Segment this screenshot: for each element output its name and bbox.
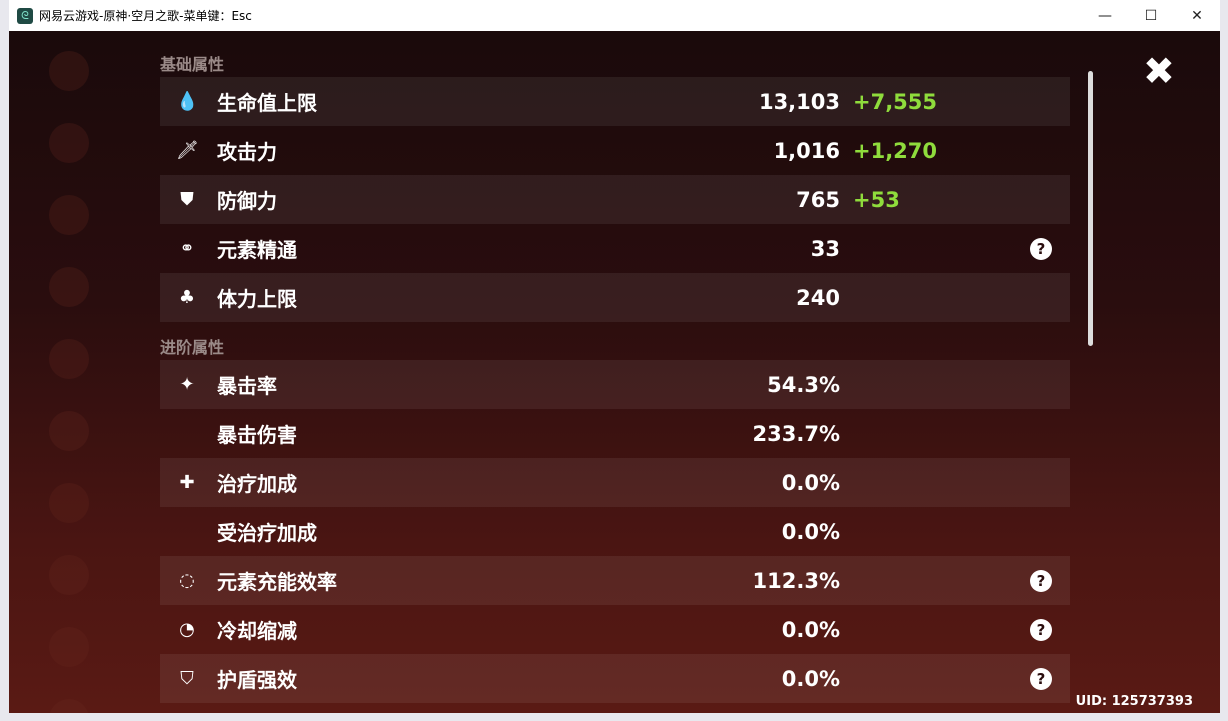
stat-value: 1,016: [773, 138, 840, 163]
stat-row[interactable]: 🗡 攻击力 1,016 +1,270: [160, 126, 1070, 175]
stamina-icon: ♣: [178, 287, 196, 308]
healing-cross-icon: ✚: [179, 472, 195, 493]
stat-value: 33: [810, 236, 840, 261]
maximize-button[interactable]: ☐: [1144, 7, 1158, 24]
sword-icon: 🗡: [176, 140, 199, 161]
stat-row[interactable]: ⛊ 防御力 765 +53: [160, 175, 1070, 224]
stat-row[interactable]: 💧 生命值上限 13,103 +7,555: [160, 77, 1070, 126]
help-icon[interactable]: ?: [1030, 618, 1052, 641]
stat-label: 暴击伤害: [217, 423, 297, 447]
stat-value: 112.3%: [752, 568, 840, 593]
uid-label: UID: 125737393: [1075, 694, 1193, 709]
basic-stats-list: 💧 生命值上限 13,103 +7,555 🗡 攻击力 1,016 +1,270 ⛊ 防御力 765…: [160, 77, 1070, 322]
stat-value: 233.7%: [752, 421, 840, 446]
stat-bonus: +7,555: [853, 89, 938, 114]
stat-label: 元素充能效率: [217, 570, 337, 594]
stat-label: 防御力: [217, 189, 277, 213]
stat-value: 0.0%: [781, 470, 840, 495]
stat-bonus: +1,270: [853, 138, 938, 163]
stat-label: 治疗加成: [217, 472, 297, 496]
window-close-button[interactable]: ✕: [1191, 7, 1203, 24]
shield-strength-icon: ⛉: [180, 668, 194, 689]
stat-label: 冷却缩减: [217, 619, 297, 643]
hp-drop-icon: 💧: [176, 91, 199, 112]
stat-row[interactable]: ◌ 元素充能效率 112.3%?: [160, 556, 1070, 605]
minimize-button[interactable]: —: [1098, 7, 1112, 24]
stat-value: 0.0%: [781, 666, 840, 691]
stat-row[interactable]: ✚ 治疗加成 0.0%: [160, 458, 1070, 507]
stat-row[interactable]: 受治疗加成 0.0%: [160, 507, 1070, 556]
advanced-stats-list: ✦ 暴击率 54.3% 暴击伤害 233.7% ✚ 治疗加成 0.0% 受治疗加成 0.0% ◌ 元素…: [160, 360, 1070, 703]
stat-label: 攻击力: [217, 140, 277, 164]
section-title-basic: 基础属性: [160, 55, 225, 74]
energy-recharge-icon: ◌: [179, 570, 195, 591]
stat-row[interactable]: ✦ 暴击率 54.3%: [160, 360, 1070, 409]
stat-row[interactable]: ◔ 冷却缩减 0.0%?: [160, 605, 1070, 654]
stat-value: 54.3%: [767, 372, 840, 397]
app-logo-icon: ᘓ: [17, 7, 33, 24]
stat-value: 0.0%: [781, 519, 840, 544]
elemental-mastery-icon: ⚭: [179, 238, 195, 259]
stat-row[interactable]: ⛉ 护盾强效 0.0%?: [160, 654, 1070, 703]
close-button[interactable]: ✖: [1143, 49, 1175, 93]
section-title-advanced: 进阶属性: [160, 338, 225, 357]
stat-label: 受治疗加成: [217, 521, 317, 545]
cooldown-icon: ◔: [179, 619, 195, 640]
stat-value: 0.0%: [781, 617, 840, 642]
stat-label: 元素精通: [217, 238, 297, 262]
help-icon[interactable]: ?: [1030, 667, 1052, 690]
stat-row[interactable]: ♣ 体力上限 240: [160, 273, 1070, 322]
stat-label: 暴击率: [217, 374, 277, 398]
stat-label: 生命值上限: [217, 91, 317, 115]
stat-value: 240: [796, 285, 840, 310]
crit-star-icon: ✦: [179, 374, 195, 395]
help-icon[interactable]: ?: [1030, 237, 1052, 260]
stat-bonus: +53: [853, 187, 900, 212]
stat-row[interactable]: 暴击伤害 233.7%: [160, 409, 1070, 458]
window-titlebar: ᘓ 网易云游戏-原神·空月之歌-菜单键：Esc — ☐ ✕: [9, 0, 1220, 31]
scrollbar[interactable]: [1088, 71, 1093, 346]
window-title: 网易云游戏-原神·空月之歌-菜单键：Esc: [39, 9, 252, 23]
game-viewport: 基础属性 💧 生命值上限 13,103 +7,555 🗡 攻击力 1,016 +1,270 ⛊ 防…: [9, 31, 1220, 713]
stat-row[interactable]: ⚭ 元素精通 33?: [160, 224, 1070, 273]
help-icon[interactable]: ?: [1030, 569, 1052, 592]
stat-value: 765: [796, 187, 840, 212]
shield-icon: ⛊: [180, 189, 194, 210]
stat-value: 13,103: [758, 89, 840, 114]
sidebar-background: [39, 31, 99, 713]
stat-label: 护盾强效: [217, 668, 297, 692]
stat-label: 体力上限: [217, 287, 297, 311]
